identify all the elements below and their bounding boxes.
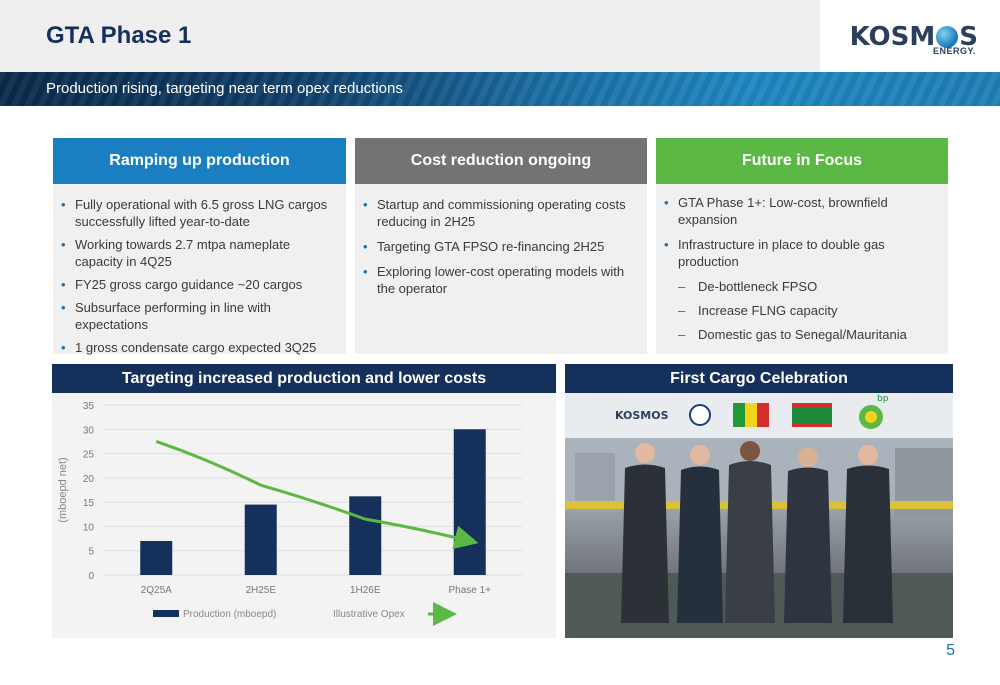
bullet-item: Fully operational with 6.5 gross LNG car… <box>61 196 336 230</box>
globe-icon <box>936 26 959 48</box>
photo-illustration: KOSMOS bp <box>565 393 953 638</box>
column-cost-reduction: Cost reduction ongoing Startup and commi… <box>355 138 647 354</box>
bullet-item: Infrastructure in place to double gas pr… <box>664 236 938 270</box>
bullet-item: Targeting GTA FPSO re-financing 2H25 <box>363 238 637 255</box>
people-group <box>621 441 893 623</box>
header-bar <box>0 0 820 72</box>
logo-wordmark: KOSM S <box>849 22 978 52</box>
y-tick-label: 30 <box>83 425 95 436</box>
bullet-item: Startup and commissioning operating cost… <box>363 196 637 230</box>
y-tick-label: 5 <box>88 547 94 558</box>
y-tick-label: 10 <box>83 522 95 533</box>
first-cargo-photo: KOSMOS bp <box>565 393 953 638</box>
y-tick-label: 35 <box>83 401 95 412</box>
bullet-list: Startup and commissioning operating cost… <box>355 184 647 297</box>
production-chart: 0 5 10 15 20 25 30 35 (mboepd net) 2Q25A 2H25E 1H26… <box>57 401 522 626</box>
bullet-item: GTA Phase 1+: Low-cost, brownfield expan… <box>664 194 938 228</box>
sub-bullet-item: De-bottleneck FPSO <box>664 278 938 295</box>
x-tick-label: 1H26E <box>350 585 381 596</box>
logo-subtitle: ENERGY. <box>932 46 976 56</box>
senegal-flag-icon <box>733 403 745 427</box>
bar <box>349 496 382 575</box>
bullet-item: FY25 gross cargo guidance ~20 cargos <box>61 276 336 293</box>
bullet-list: GTA Phase 1+: Low-cost, brownfield expan… <box>656 184 948 343</box>
legend-production-swatch <box>153 610 179 617</box>
sub-bullet-item: Domestic gas to Senegal/Mauritania <box>664 326 938 343</box>
y-tick-label: 0 <box>88 571 94 582</box>
y-tick-label: 20 <box>83 474 95 485</box>
x-tick-label: Phase 1+ <box>448 585 491 596</box>
x-tick-label: 2H25E <box>245 585 276 596</box>
y-tick-label: 25 <box>83 450 95 461</box>
bullet-list: Fully operational with 6.5 gross LNG car… <box>53 184 346 356</box>
column-ramping-up: Ramping up production Fully operational … <box>53 138 346 356</box>
bullet-item: Subsurface performing in line with expec… <box>61 299 336 333</box>
x-tick-label: 2Q25A <box>141 585 172 596</box>
bar <box>453 429 486 575</box>
y-tick-label: 15 <box>83 498 95 509</box>
page-number: 5 <box>946 642 955 659</box>
bullet-item: 1 gross condensate cargo expected 3Q25 <box>61 339 336 356</box>
chart-panel-title: Targeting increased production and lower… <box>52 364 556 393</box>
legend-production-label: Production (mboepd) <box>183 609 276 620</box>
photo-panel-title: First Cargo Celebration <box>565 364 953 393</box>
bullet-item: Exploring lower-cost operating models wi… <box>363 263 637 297</box>
emblem-icon <box>689 404 711 426</box>
bar <box>244 504 277 575</box>
column-title: Cost reduction ongoing <box>355 138 647 184</box>
chart-panel: Targeting increased production and lower… <box>52 364 556 638</box>
legend-opex-label: Illustrative Opex <box>333 609 405 620</box>
bullet-item: Working towards 2.7 mtpa nameplate capac… <box>61 236 336 270</box>
subtitle-banner: Production rising, targeting near term o… <box>0 72 1000 106</box>
column-future-focus: Future in Focus GTA Phase 1+: Low-cost, … <box>656 138 948 354</box>
y-axis-label: (mboepd net) <box>57 457 69 522</box>
opex-line <box>155 440 479 550</box>
page-title: GTA Phase 1 <box>46 22 192 49</box>
photo-panel: First Cargo Celebration KOSMOS bp <box>565 364 953 638</box>
svg-text:bp: bp <box>877 394 889 404</box>
kosmos-logo: KOSM S ENERGY. <box>820 0 1000 72</box>
column-title: Ramping up production <box>53 138 346 184</box>
column-title: Future in Focus <box>656 138 948 184</box>
photo-kosmos-logo: KOSMOS <box>615 409 669 422</box>
banner-subtitle: Production rising, targeting near term o… <box>46 80 403 97</box>
sub-bullet-item: Increase FLNG capacity <box>664 302 938 319</box>
bar <box>140 541 173 575</box>
